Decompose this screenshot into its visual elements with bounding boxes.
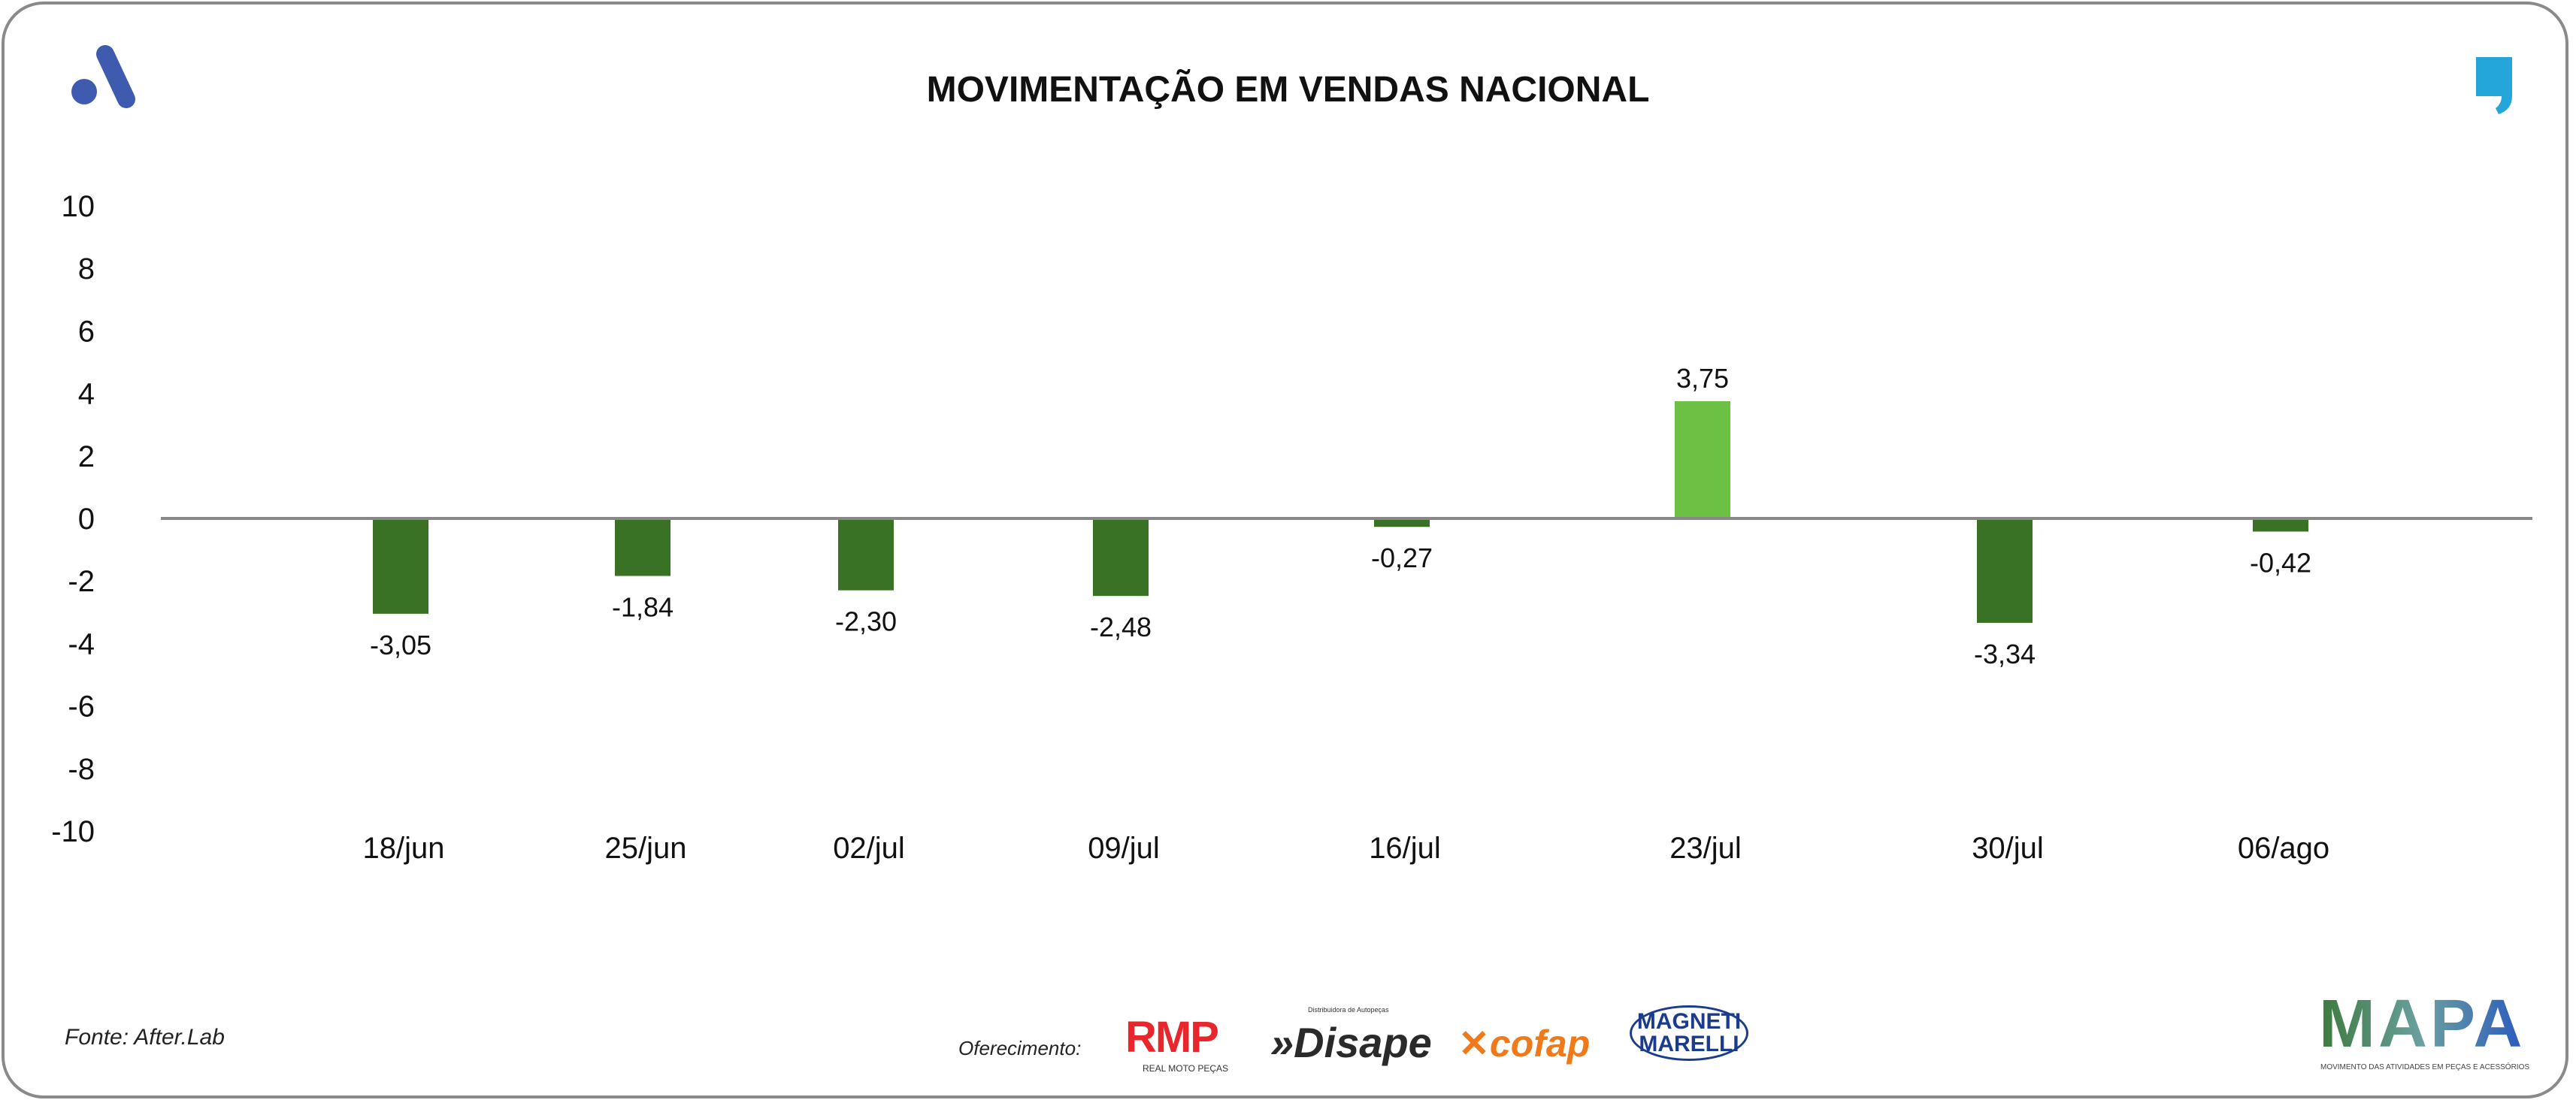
x-tick-label: 02/jul <box>833 832 905 865</box>
quote-logo-icon <box>2476 57 2512 114</box>
bar <box>373 518 428 614</box>
sponsor-disape-logo: »Disape <box>1270 1019 1432 1066</box>
sponsor-disape-subtext: Distribuidora de Autopeças <box>1308 1006 1389 1014</box>
x-tick-label: 23/jul <box>1669 832 1742 865</box>
bar <box>1977 518 2033 623</box>
sponsor-label: Oferecimento: <box>958 1037 1082 1059</box>
data-label: 3,75 <box>1676 363 1729 394</box>
data-label: -1,84 <box>612 592 674 623</box>
y-tick-label: 8 <box>78 252 95 286</box>
y-tick-label: 4 <box>78 378 95 411</box>
y-tick-label: -2 <box>68 565 95 598</box>
bar <box>1374 518 1430 527</box>
x-tick-label: 09/jul <box>1088 832 1160 865</box>
x-tick-label: 25/jun <box>605 832 687 865</box>
y-tick-label: 2 <box>78 440 95 473</box>
data-label: -2,30 <box>835 606 897 637</box>
x-tick-label: 16/jul <box>1369 832 1441 865</box>
source-note: Fonte: After.Lab <box>65 1025 225 1050</box>
y-tick-label: 10 <box>62 190 95 223</box>
logo-a-icon <box>71 45 135 108</box>
sponsor-rmp-subtext: REAL MOTO PEÇAS <box>1143 1063 1229 1074</box>
y-tick-label: -10 <box>51 815 95 848</box>
cofap-text: cofap <box>1489 1023 1591 1065</box>
bar <box>838 518 894 591</box>
bar <box>615 518 670 576</box>
x-tick-label: 30/jul <box>1972 832 2044 865</box>
y-tick-label: 0 <box>78 503 95 536</box>
y-tick-label: 6 <box>78 315 95 348</box>
bar <box>2253 518 2308 532</box>
data-label: -0,42 <box>2250 547 2311 578</box>
bar <box>1093 518 1149 597</box>
sponsor-rmp-logo: RMP <box>1125 1013 1219 1062</box>
sponsor-magneti-marelli-logo: MAGNETI MARELLI <box>1630 1005 1748 1061</box>
x-tick-label: 06/ago <box>2238 832 2329 865</box>
y-tick-label: -4 <box>68 627 95 660</box>
y-tick-label: -6 <box>68 690 95 724</box>
data-label: -3,34 <box>1974 639 2036 669</box>
mapa-tagline: MOVIMENTO DAS ATIVIDADES EM PEÇAS E ACES… <box>2320 1063 2530 1071</box>
bar <box>1675 401 1730 518</box>
y-tick-label: -8 <box>68 753 95 786</box>
chart-title: MOVIMENTAÇÃO EM VENDAS NACIONAL <box>926 70 1650 110</box>
data-label: -3,05 <box>370 630 431 660</box>
x-tick-label: 18/jun <box>363 832 445 865</box>
disape-text: Disape <box>1294 1019 1432 1066</box>
data-label: -0,27 <box>1371 542 1433 573</box>
sponsor-cofap-logo: ✕cofap <box>1458 1023 1591 1065</box>
data-label: -2,48 <box>1090 612 1152 642</box>
mapa-logo: MAPA <box>2319 987 2526 1062</box>
